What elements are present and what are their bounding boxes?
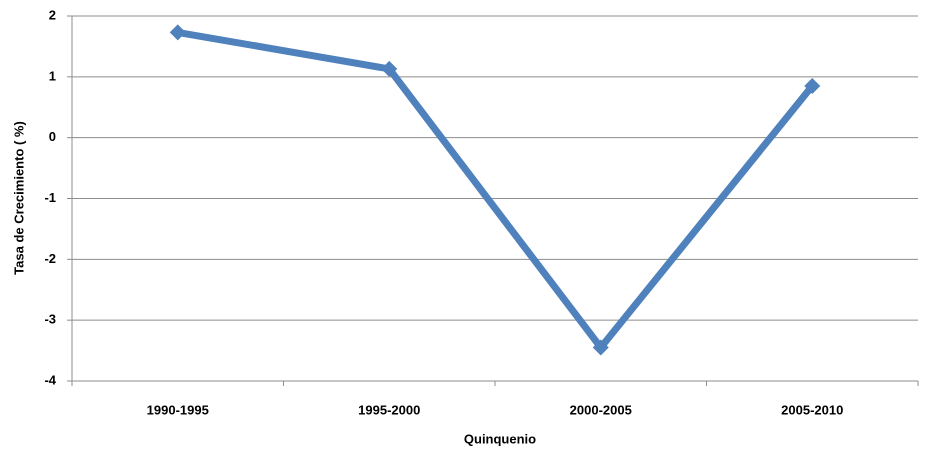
y-tick-label: -1 [44,190,56,205]
y-tick-label: -3 [44,312,56,327]
data-point [381,60,398,77]
x-tick-label: 1995-2000 [358,402,420,417]
y-tick-label: 0 [49,129,56,144]
x-tick-label: 2005-2010 [781,402,843,417]
data-point [804,77,821,94]
y-tick-label: -4 [44,372,56,387]
x-tick-label: 2000-2005 [570,402,632,417]
x-axis-title: Quinquenio [464,431,536,446]
data-line [177,28,815,352]
data-point [169,24,186,41]
y-tick-label: -2 [44,251,56,266]
y-axis-title: Tasa de Crecimiento ( %) [11,121,26,275]
x-tick-label: 1990-1995 [147,402,209,417]
y-tick-label: 1 [49,68,56,83]
y-tick-label: 2 [49,7,56,22]
data-point [592,339,609,356]
